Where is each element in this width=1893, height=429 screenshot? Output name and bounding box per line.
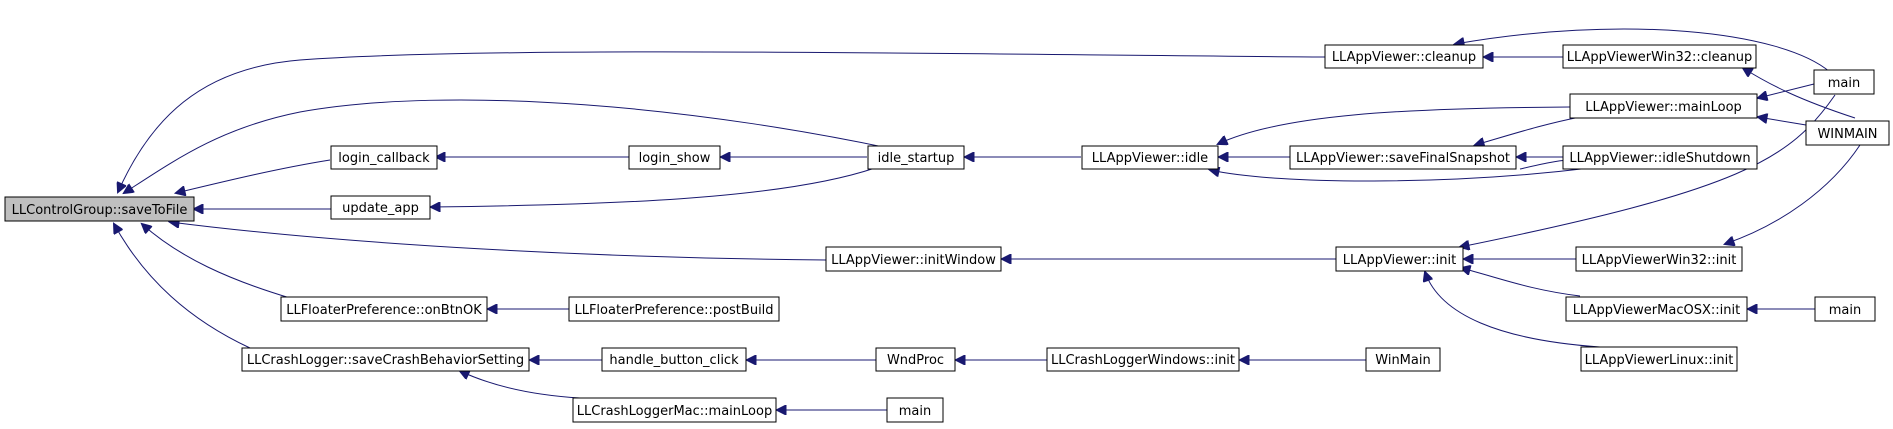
node-llfloaterpreference-postbuild[interactable]: LLFloaterPreference::postBuild	[568, 296, 780, 322]
edge-winmain-to-win32-init	[1725, 144, 1861, 244]
edge-linux-init-to-viewer-init	[1425, 272, 1601, 348]
node-label: LLAppViewerLinux::init	[1585, 353, 1734, 368]
edge-floater-onbtnok-to-root	[142, 224, 291, 299]
edge-main-1-to-viewer-cleanup	[1455, 28, 1831, 73]
node-label: LLControlGroup::saveToFile	[12, 203, 188, 218]
edge-crashlogger-mac-to-crashlogger-save	[460, 371, 581, 399]
edge-macosx-init-to-viewer-init	[1461, 268, 1581, 297]
node-llcontrolgroup-savetofile[interactable]: LLControlGroup::saveToFile	[4, 196, 195, 222]
node-label: LLAppViewer::init	[1343, 253, 1456, 268]
node-llappviewerwin32-cleanup[interactable]: LLAppViewerWin32::cleanup	[1562, 44, 1757, 69]
node-label: main	[1828, 76, 1860, 91]
node-llappviewerlinux-init[interactable]: LLAppViewerLinux::init	[1580, 346, 1738, 372]
edge-mainloop-to-viewer-idle	[1218, 106, 1571, 144]
node-label: LLCrashLogger::saveCrashBehaviorSetting	[247, 353, 524, 368]
edge-idle-startup-to-update-app	[431, 167, 876, 207]
node-label: main	[1829, 303, 1861, 318]
node-label: LLFloaterPreference::onBtnOK	[286, 303, 482, 318]
nodes: LLControlGroup::saveToFile login_callbac…	[4, 44, 1890, 423]
node-label: update_app	[342, 201, 419, 216]
node-llappviewermacosx-init[interactable]: LLAppViewerMacOSX::init	[1565, 296, 1748, 322]
node-llappviewer-mainloop[interactable]: LLAppViewer::mainLoop	[1569, 93, 1758, 119]
node-label: WndProc	[887, 353, 944, 368]
node-llappviewer-idle[interactable]: LLAppViewer::idle	[1081, 145, 1219, 170]
node-label: login_callback	[338, 151, 430, 166]
node-main-1[interactable]: main	[1813, 69, 1875, 95]
node-llfloaterpreference-onbtnok[interactable]: LLFloaterPreference::onBtnOK	[280, 296, 488, 322]
node-label: LLAppViewerWin32::init	[1582, 253, 1737, 268]
node-llappviewer-idleshutdown[interactable]: LLAppViewer::idleShutdown	[1562, 145, 1758, 170]
node-update-app[interactable]: update_app	[330, 195, 431, 220]
node-label: LLAppViewerWin32::cleanup	[1567, 50, 1753, 65]
node-handle-button-click[interactable]: handle_button_click	[601, 347, 747, 372]
node-llcrashlogger-savecrashbehaviorsetting[interactable]: LLCrashLogger::saveCrashBehaviorSetting	[241, 347, 530, 372]
node-label: LLFloaterPreference::postBuild	[574, 303, 773, 318]
edge-init-window-to-root	[170, 222, 827, 261]
node-label: LLAppViewerMacOSX::init	[1573, 303, 1740, 318]
node-label: WinMain	[1375, 353, 1430, 368]
node-label: LLAppViewer::idle	[1092, 151, 1208, 166]
node-llcrashloggermac-mainloop[interactable]: LLCrashLoggerMac::mainLoop	[572, 397, 777, 423]
edge-winmain-to-win32-cleanup	[1743, 68, 1856, 119]
node-label: WINMAIN	[1817, 127, 1877, 142]
edge-main-1-to-mainloop	[1758, 83, 1815, 98]
edge-main-1-to-viewer-init	[1460, 94, 1836, 247]
edge-idle-startup-to-root	[124, 99, 926, 193]
node-winmain-upper[interactable]: WINMAIN	[1805, 120, 1890, 146]
node-winmain-lower[interactable]: WinMain	[1365, 347, 1441, 372]
node-label: idle_startup	[878, 151, 955, 166]
node-label: LLCrashLoggerWindows::init	[1051, 353, 1235, 368]
node-label: LLAppViewer::initWindow	[831, 253, 996, 268]
edge-viewer-cleanup-to-root	[118, 51, 1326, 192]
edge-winmain-to-mainloop	[1758, 117, 1807, 126]
node-llcrashloggerwindows-init[interactable]: LLCrashLoggerWindows::init	[1046, 347, 1240, 372]
node-label: LLCrashLoggerMac::mainLoop	[577, 404, 772, 419]
node-label: main	[899, 404, 931, 419]
node-label: LLAppViewer::mainLoop	[1585, 100, 1742, 115]
edge-idle-shutdown-to-viewer-idle	[1210, 168, 1591, 182]
node-label: handle_button_click	[609, 353, 739, 368]
node-llappviewer-savefinalsnapshot[interactable]: LLAppViewer::saveFinalSnapshot	[1289, 145, 1517, 170]
node-main-3[interactable]: main	[886, 397, 944, 423]
node-login-show[interactable]: login_show	[628, 145, 721, 170]
node-label: LLAppViewer::cleanup	[1332, 50, 1476, 65]
node-idle-startup[interactable]: idle_startup	[867, 145, 965, 170]
edge-mainloop-to-save-final-snapshot	[1475, 116, 1581, 145]
node-wndproc[interactable]: WndProc	[875, 347, 956, 372]
edges	[114, 28, 1861, 410]
node-login-callback[interactable]: login_callback	[330, 145, 438, 170]
node-label: login_show	[639, 151, 711, 166]
edge-crashlogger-save-to-root	[114, 224, 251, 349]
node-llappviewer-cleanup[interactable]: LLAppViewer::cleanup	[1324, 44, 1484, 69]
node-label: LLAppViewer::saveFinalSnapshot	[1296, 151, 1510, 166]
node-llappviewer-initwindow[interactable]: LLAppViewer::initWindow	[825, 246, 1002, 272]
node-llappviewer-init[interactable]: LLAppViewer::init	[1335, 246, 1464, 272]
edge-login-callback-to-root	[176, 159, 331, 193]
node-llappviewerwin32-init[interactable]: LLAppViewerWin32::init	[1575, 246, 1743, 272]
node-main-2[interactable]: main	[1814, 296, 1876, 322]
node-label: LLAppViewer::idleShutdown	[1569, 151, 1750, 166]
